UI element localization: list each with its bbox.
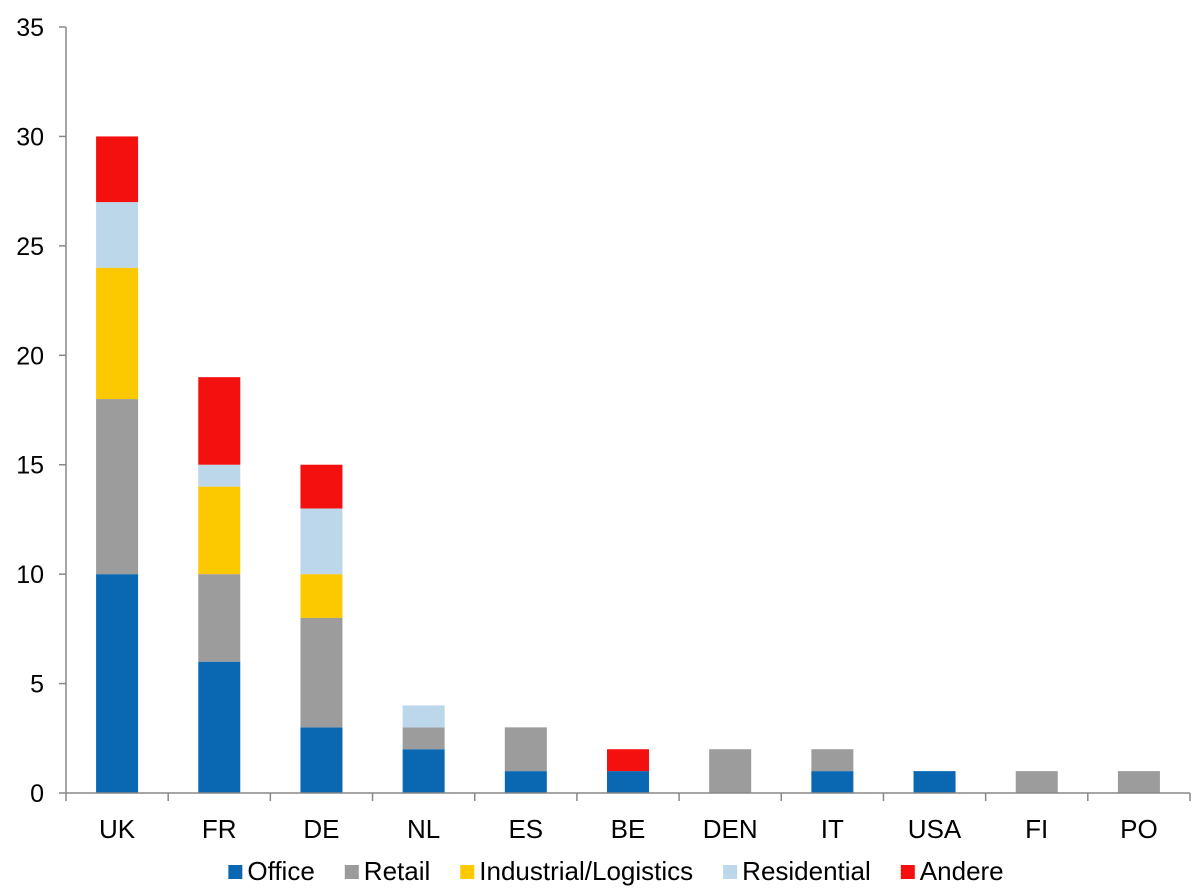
- category-label: DE: [303, 814, 339, 844]
- legend-label: Industrial/Logistics: [479, 856, 693, 886]
- bar-segment-office: [402, 749, 445, 793]
- legend-swatch: [228, 865, 243, 879]
- category-label: IT: [821, 814, 844, 844]
- bar-segment-industrial-logistics: [300, 574, 343, 618]
- bar-segment-office: [504, 771, 547, 793]
- bar-segment-office: [811, 771, 854, 793]
- legend-item: Andere: [900, 856, 1004, 886]
- bar-segment-retail: [300, 617, 343, 728]
- bar-segment-residential: [402, 705, 445, 728]
- bar-segment-andere: [96, 136, 139, 203]
- category-label: ES: [508, 814, 543, 844]
- category-label: USA: [908, 814, 962, 844]
- y-axis-ticks: 0 5 10 15 20 25 30 35: [16, 14, 66, 808]
- legend-label: Retail: [364, 856, 430, 886]
- bar-segment-residential: [198, 464, 241, 487]
- bar-segment-office: [300, 727, 343, 793]
- legend: Office Retail Industrial/Logistics Resident…: [228, 856, 1004, 886]
- bar-segment-residential: [300, 508, 343, 575]
- y-tick-label: 15: [16, 452, 44, 480]
- legend-item: Office: [228, 856, 315, 886]
- bar-segment-office: [607, 771, 649, 793]
- plot-area: 0 5 10 15 20 25 30 35 UK FR DE NL ES BE DEN IT USA FI PO: [16, 14, 1191, 844]
- category-label: FI: [1025, 814, 1048, 844]
- category-label: UK: [99, 814, 136, 844]
- y-tick-label: 25: [16, 233, 44, 261]
- bar-segment-retail: [709, 749, 752, 793]
- bar-segment-office: [198, 661, 241, 793]
- bar-segment-industrial-logistics: [198, 486, 241, 575]
- y-tick-label: 0: [30, 780, 44, 808]
- bar-segment-retail: [198, 574, 241, 662]
- y-tick-label: 10: [16, 561, 44, 589]
- bar-segment-retail: [402, 727, 445, 750]
- legend-swatch: [344, 865, 359, 879]
- category-label: PO: [1120, 814, 1158, 844]
- bar-segment-andere: [198, 377, 241, 465]
- bar-segment-retail: [504, 727, 547, 772]
- category-label: DEN: [703, 814, 758, 844]
- category-label: FR: [202, 814, 237, 844]
- legend-label: Residential: [742, 856, 871, 886]
- y-tick-label: 5: [30, 671, 44, 699]
- category-label: NL: [407, 814, 440, 844]
- bar-segment-office: [913, 771, 956, 793]
- bars: [96, 136, 1160, 793]
- legend-label: Andere: [920, 856, 1004, 886]
- bar-segment-andere: [300, 464, 343, 509]
- bar-segment-retail: [96, 399, 139, 575]
- bar-segment-andere: [607, 749, 649, 772]
- legend-swatch: [460, 865, 475, 879]
- legend-item: Residential: [723, 856, 871, 886]
- y-tick-label: 35: [16, 14, 44, 42]
- bar-segment-retail: [811, 749, 854, 772]
- bar-segment-residential: [96, 202, 139, 268]
- legend-swatch: [900, 865, 915, 879]
- bar-segment-office: [96, 574, 139, 793]
- category-label: BE: [611, 814, 646, 844]
- bar-segment-industrial-logistics: [96, 267, 139, 400]
- x-axis-ticks: UK FR DE NL ES BE DEN IT USA FI PO: [65, 793, 1191, 844]
- y-tick-label: 30: [16, 123, 44, 151]
- legend-item: Industrial/Logistics: [460, 856, 693, 886]
- bar-segment-retail: [1015, 771, 1058, 793]
- bar-segment-retail: [1117, 771, 1160, 793]
- legend-swatch: [723, 865, 738, 879]
- legend-label: Office: [247, 856, 314, 886]
- y-tick-label: 20: [16, 342, 44, 370]
- legend-item: Retail: [344, 856, 430, 886]
